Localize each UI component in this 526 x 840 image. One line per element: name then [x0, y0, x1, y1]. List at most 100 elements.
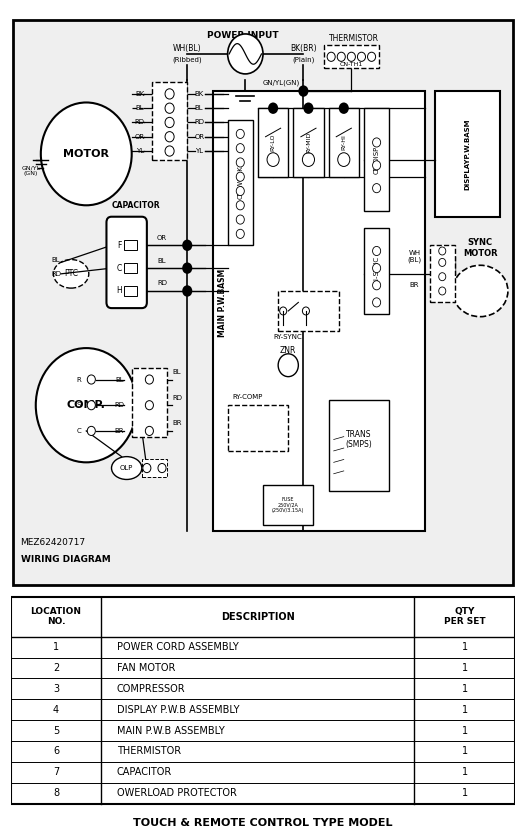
Text: 5: 5 — [53, 726, 59, 736]
Bar — [228, 405, 288, 451]
Text: YL: YL — [136, 148, 144, 154]
Circle shape — [280, 307, 287, 315]
Text: CN-TH1: CN-TH1 — [340, 62, 363, 67]
Circle shape — [87, 401, 95, 410]
Circle shape — [236, 129, 244, 139]
Text: RY-SYNC: RY-SYNC — [274, 333, 302, 339]
Text: BR: BR — [410, 282, 419, 288]
Circle shape — [268, 102, 278, 114]
Circle shape — [165, 132, 174, 142]
Bar — [124, 286, 137, 297]
Circle shape — [182, 286, 193, 297]
Text: YL: YL — [195, 148, 203, 154]
Text: 1: 1 — [462, 747, 468, 757]
Circle shape — [372, 184, 381, 192]
Circle shape — [236, 186, 244, 196]
Circle shape — [302, 153, 315, 166]
Bar — [228, 119, 253, 245]
FancyBboxPatch shape — [106, 217, 147, 308]
Text: BL: BL — [158, 258, 166, 264]
Circle shape — [372, 246, 381, 255]
Bar — [142, 459, 167, 476]
Text: BK: BK — [195, 91, 204, 97]
Circle shape — [236, 229, 244, 239]
Text: RD: RD — [157, 281, 167, 286]
Text: WH
(BL): WH (BL) — [408, 250, 421, 264]
Text: COMP.: COMP. — [67, 400, 106, 410]
Circle shape — [236, 144, 244, 153]
Text: 7: 7 — [53, 768, 59, 777]
Circle shape — [302, 307, 309, 315]
Ellipse shape — [452, 265, 508, 317]
Text: POWER INPUT: POWER INPUT — [207, 31, 279, 40]
Text: THERMISTOR: THERMISTOR — [329, 34, 379, 43]
Text: QTY
PER SET: QTY PER SET — [444, 607, 486, 627]
Ellipse shape — [54, 260, 89, 288]
Bar — [258, 108, 288, 176]
Text: 2: 2 — [53, 663, 59, 673]
Text: CN-WORK: CN-WORK — [237, 165, 244, 199]
Circle shape — [439, 287, 446, 295]
Text: TRANS
(SMPS): TRANS (SMPS) — [346, 430, 372, 449]
Text: 1: 1 — [462, 788, 468, 798]
Circle shape — [439, 259, 446, 266]
Text: OR: OR — [195, 134, 205, 139]
Text: BL: BL — [172, 369, 181, 375]
Bar — [213, 91, 424, 531]
Circle shape — [327, 52, 335, 61]
Circle shape — [372, 264, 381, 273]
Text: WIRING DIAGRAM: WIRING DIAGRAM — [21, 555, 110, 564]
Text: RY-LO: RY-LO — [270, 134, 276, 151]
Text: 1: 1 — [462, 642, 468, 652]
Text: OWERLOAD PROTECTOR: OWERLOAD PROTECTOR — [117, 788, 236, 798]
Circle shape — [236, 158, 244, 167]
Bar — [434, 91, 500, 217]
Text: OR: OR — [157, 234, 167, 241]
Text: COMPRESSOR: COMPRESSOR — [117, 684, 185, 694]
Circle shape — [372, 160, 381, 170]
Circle shape — [372, 281, 381, 290]
Circle shape — [36, 348, 137, 462]
Text: CAPACITOR: CAPACITOR — [112, 201, 160, 210]
Circle shape — [347, 52, 356, 61]
Circle shape — [358, 52, 366, 61]
Text: 1: 1 — [462, 726, 468, 736]
Text: (Ribbed): (Ribbed) — [173, 56, 202, 63]
Text: FUSE
250V/2A
(250V/3.15A): FUSE 250V/2A (250V/3.15A) — [272, 497, 305, 513]
Circle shape — [87, 427, 95, 435]
Text: C: C — [76, 428, 81, 434]
Text: LOCATION
NO.: LOCATION NO. — [31, 607, 82, 627]
Circle shape — [158, 464, 166, 473]
Text: GN/YL
(GN): GN/YL (GN) — [21, 165, 41, 176]
Circle shape — [372, 298, 381, 307]
Circle shape — [165, 146, 174, 156]
Circle shape — [182, 239, 193, 251]
Text: BL: BL — [195, 105, 204, 111]
Text: H: H — [116, 286, 122, 296]
Bar — [152, 82, 187, 160]
Text: 1: 1 — [462, 768, 468, 777]
Text: RY-HI: RY-HI — [341, 134, 346, 150]
Text: 1: 1 — [462, 663, 468, 673]
Text: GN/YL(GN): GN/YL(GN) — [263, 79, 300, 86]
Text: BL: BL — [116, 376, 124, 382]
Bar — [278, 291, 339, 331]
Text: 1: 1 — [462, 705, 468, 715]
Circle shape — [165, 89, 174, 99]
Circle shape — [267, 153, 279, 166]
Bar — [263, 486, 313, 525]
Circle shape — [337, 52, 345, 61]
Text: DISPLAY P.W.B ASSEMBLY: DISPLAY P.W.B ASSEMBLY — [117, 705, 239, 715]
Bar — [430, 245, 455, 302]
Text: BR: BR — [172, 420, 181, 427]
Text: RD: RD — [114, 402, 124, 408]
Bar — [124, 240, 137, 250]
Bar — [132, 368, 167, 437]
Circle shape — [298, 86, 308, 97]
Text: CN-SYNC: CN-SYNC — [373, 255, 380, 286]
Ellipse shape — [112, 457, 142, 480]
Text: BR: BR — [115, 428, 124, 434]
Circle shape — [145, 427, 154, 435]
Bar — [323, 45, 379, 68]
Text: RD: RD — [51, 270, 61, 277]
